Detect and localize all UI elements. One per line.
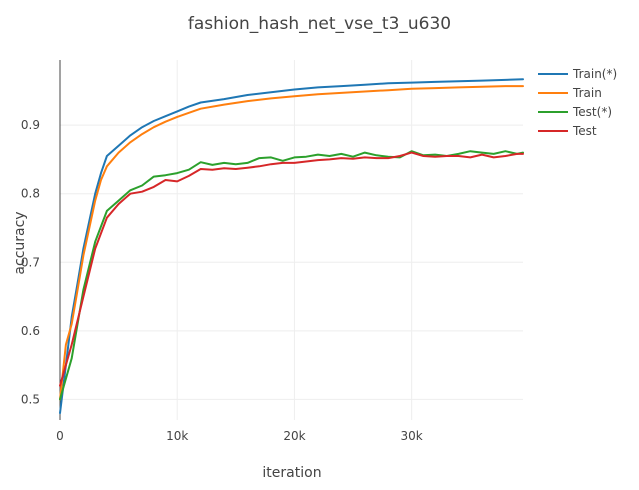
series-line — [59, 150, 524, 401]
legend-item[interactable]: Test — [538, 124, 597, 138]
y-tick-label: 0.9 — [21, 118, 40, 132]
legend-item[interactable]: Test(*) — [538, 105, 612, 119]
series-line — [59, 151, 524, 387]
legend-label: Test — [572, 124, 597, 138]
y-tick-label: 0.7 — [21, 255, 40, 269]
y-axis-title: accuracy — [12, 211, 28, 274]
chart-title: fashion_hash_net_vse_t3_u630 — [188, 14, 451, 34]
legend-item[interactable]: Train(*) — [538, 67, 617, 81]
legend-label: Test(*) — [572, 105, 612, 119]
y-tick-label: 0.5 — [21, 392, 40, 406]
x-tick-label: 0 — [56, 429, 64, 443]
x-tick-label: 10k — [166, 429, 188, 443]
grid-layer — [60, 60, 523, 420]
series-line — [59, 85, 524, 401]
y-tick-label: 0.8 — [21, 187, 40, 201]
series-line — [59, 78, 524, 415]
legend[interactable]: Train(*) Train Test(*) Test — [538, 67, 617, 138]
x-tick-label: 20k — [283, 429, 305, 443]
y-tick-label: 0.6 — [21, 324, 40, 338]
legend-item[interactable]: Train — [538, 86, 602, 100]
x-tick-label: 30k — [401, 429, 423, 443]
axis-layer: 0.5 0.6 0.7 0.8 0.9 0 10k 20k 30k — [21, 60, 423, 443]
series-layer — [59, 78, 524, 415]
x-axis-title: iteration — [262, 465, 321, 481]
legend-label: Train(*) — [572, 67, 617, 81]
legend-label: Train — [572, 86, 602, 100]
